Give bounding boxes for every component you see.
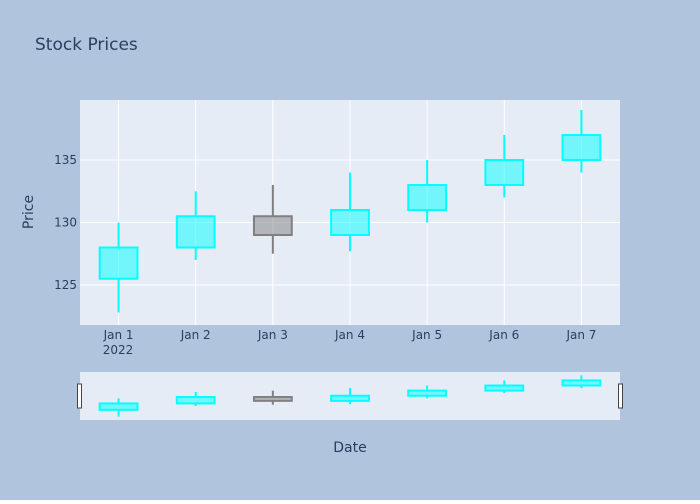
y-tick-label: 130: [54, 216, 77, 230]
main-body: [175, 215, 216, 249]
x-axis-ticks: Jan 1 Jan 2 Jan 3 Jan 4 Jan 5 Jan 6 Jan 7: [103, 328, 597, 342]
rangeslider-body: [330, 394, 370, 402]
main-candle: [561, 110, 602, 173]
main-body: [561, 134, 602, 161]
rangeslider-body: [407, 389, 448, 397]
rangeslider-candle: [484, 380, 525, 394]
x-tick-label: Jan 5: [411, 328, 442, 342]
rangeslider-body: [175, 396, 216, 405]
x-axis-year-label: 2022: [103, 343, 134, 357]
main-body: [252, 215, 293, 236]
main-candle: [407, 160, 448, 223]
main-body: [330, 209, 370, 236]
y-axis-ticks: 125 130 135: [54, 153, 77, 292]
x-tick-label: Jan 3: [257, 328, 288, 342]
main-candle: [98, 222, 139, 313]
rangeslider-candles: [98, 375, 602, 417]
main-candle: [175, 191, 216, 260]
rangeslider-candle: [561, 375, 602, 389]
main-body: [407, 184, 448, 211]
y-axis-label: Price: [21, 195, 37, 229]
main-candle: [484, 135, 525, 198]
candles: [98, 110, 602, 313]
x-tick-label: Jan 4: [334, 328, 365, 342]
rangeslider-candle: [407, 385, 448, 399]
rangeslider-candle: [252, 390, 293, 405]
x-tick-label: Jan 2: [180, 328, 211, 342]
main-candle: [252, 185, 293, 254]
rangeslider-body: [98, 402, 139, 411]
rangeslider-left-handle[interactable]: [77, 383, 82, 409]
x-axis-label: Date: [333, 440, 366, 456]
rangeslider-body: [484, 384, 525, 392]
y-tick-label: 125: [54, 278, 77, 292]
y-tick-label: 135: [54, 153, 77, 167]
main-candle: [330, 172, 370, 252]
rangeslider-candle: [330, 388, 370, 405]
x-tick-label: Jan 6: [488, 328, 519, 342]
rangeslider-candle: [98, 398, 139, 417]
rangeslider-body: [561, 379, 602, 387]
main-body: [484, 159, 525, 186]
chart-title: Stock Prices: [35, 35, 138, 55]
main-body: [98, 246, 139, 280]
rangeslider-body: [252, 396, 293, 402]
rangeslider-right-handle[interactable]: [618, 383, 623, 409]
rangeslider-candle: [175, 391, 216, 406]
x-tick-label: Jan 7: [565, 328, 596, 342]
x-tick-label: Jan 1: [103, 328, 134, 342]
